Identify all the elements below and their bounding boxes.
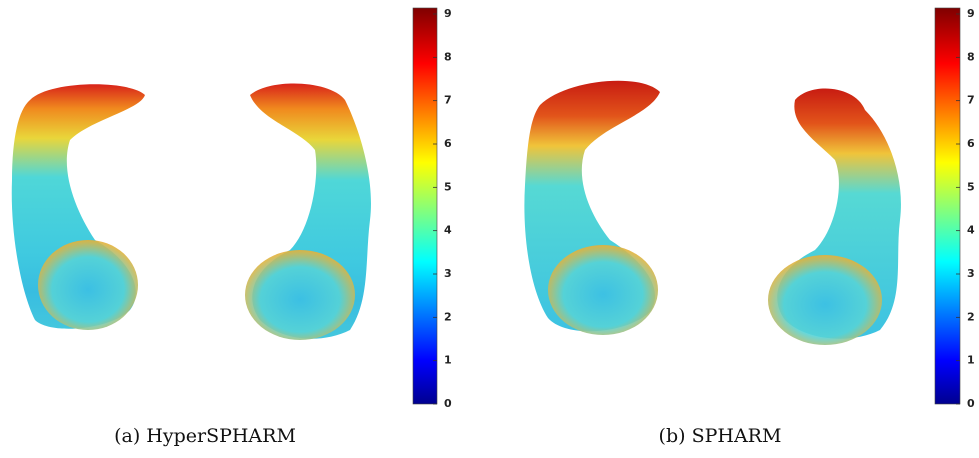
tick-label: 4 [444,224,452,237]
tick-label: 9 [967,7,975,20]
tick-label: 0 [967,397,975,410]
panel: (a) HyperSPHARM 0 1 2 3 4 5 6 7 8 9 [11,7,452,447]
tick-label: 2 [444,310,452,323]
hippocampus-tail [38,240,138,330]
tick-label: 1 [967,354,975,367]
tick-label: 3 [444,267,452,280]
tick-label: 6 [967,137,975,150]
tick-label: 5 [444,180,452,193]
hippocampus-tail [245,250,355,340]
tick-label: 4 [967,224,975,237]
tick-label: 8 [444,50,452,63]
hippocampus-tail [548,245,658,335]
tick-label: 3 [967,267,975,280]
caption: (b) SPHARM [659,425,782,447]
tick-label: 9 [444,7,452,20]
colorbar [412,7,438,405]
tick-label: 2 [967,310,975,323]
tick-label: 0 [444,397,452,410]
hippocampus-tail [768,255,882,345]
colorbar [934,7,961,405]
caption: (a) HyperSPHARM [114,425,296,447]
tick-label: 7 [967,94,975,107]
tick-label: 5 [967,180,975,193]
panel: (b) SPHARM 0 1 2 3 4 5 6 7 8 9 [524,7,975,447]
tick-label: 8 [967,50,975,63]
tick-label: 6 [444,137,452,150]
tick-label: 7 [444,94,452,107]
tick-label: 1 [444,354,452,367]
